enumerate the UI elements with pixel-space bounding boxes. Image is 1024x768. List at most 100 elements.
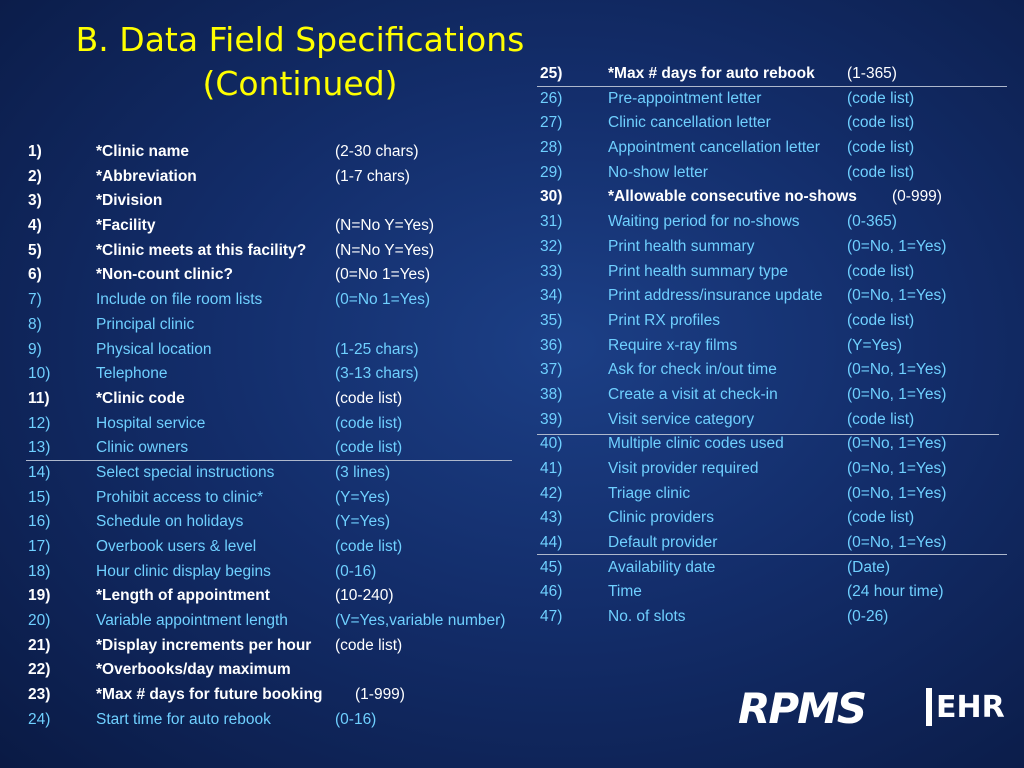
field-value: (code list) — [847, 311, 915, 329]
field-row: 44) Default provider (0=No, 1=Yes) — [540, 531, 1010, 556]
field-row: 2) *Abbreviation (1-7 chars) — [28, 165, 528, 190]
field-name: Select special instructions — [96, 463, 275, 481]
field-row: 10) Telephone (3-13 chars) — [28, 362, 528, 387]
field-number: 7) — [28, 291, 42, 309]
field-value: (3-13 chars) — [335, 365, 419, 383]
field-number: 28) — [540, 139, 563, 157]
field-value: (Y=Yes) — [335, 513, 390, 531]
field-number: 12) — [28, 414, 51, 432]
field-value: (0-999) — [892, 188, 942, 206]
field-value: (10-240) — [335, 587, 394, 605]
field-row: 13) Clinic owners (code list) — [28, 436, 528, 461]
title-line-2: (Continued) — [202, 64, 398, 103]
field-row: 12) Hospital service (code list) — [28, 412, 528, 437]
field-row: 16) Schedule on holidays (Y=Yes) — [28, 510, 528, 535]
right-divider-1 — [537, 86, 1007, 87]
field-row: 41) Visit provider required (0=No, 1=Yes) — [540, 457, 1010, 482]
field-name: Clinic providers — [608, 509, 714, 527]
field-name: *Length of appointment — [96, 587, 270, 605]
field-name: *Non-count clinic? — [96, 266, 233, 284]
field-value: (code list) — [847, 262, 915, 280]
field-row: 5) *Clinic meets at this facility? (N=No Y… — [28, 239, 528, 264]
field-row: 45) Availability date (Date) — [540, 556, 1010, 581]
field-row: 19) *Length of appointment (10-240) — [28, 584, 528, 609]
field-number: 38) — [540, 385, 563, 403]
field-row: 33) Print health summary type (code list) — [540, 260, 1010, 285]
field-number: 10) — [28, 365, 51, 383]
right-field-list: 25) *Max # days for auto rebook (1-365) 26)… — [540, 62, 1010, 630]
field-row: 4) *Facility (N=No Y=Yes) — [28, 214, 528, 239]
field-number: 32) — [540, 237, 563, 255]
logo-brand: RPMS — [738, 684, 867, 733]
left-divider — [26, 460, 512, 461]
field-value: (0-16) — [335, 710, 377, 728]
field-value: (code list) — [847, 509, 915, 527]
field-number: 8) — [28, 315, 42, 333]
field-number: 5) — [28, 241, 42, 259]
field-row: 29) No-show letter (code list) — [540, 161, 1010, 186]
field-row: 9) Physical location (1-25 chars) — [28, 338, 528, 363]
field-number: 29) — [540, 163, 563, 181]
field-value: (code list) — [847, 410, 915, 428]
field-row: 28) Appointment cancellation letter (code … — [540, 136, 1010, 161]
field-number: 4) — [28, 217, 42, 235]
title-line-1: B. Data Field Specifications — [75, 20, 525, 59]
field-name: *Display increments per hour — [96, 636, 312, 654]
field-number: 14) — [28, 463, 51, 481]
field-name: No-show letter — [608, 163, 708, 181]
field-number: 44) — [540, 534, 563, 552]
field-value: (Y=Yes) — [335, 488, 390, 506]
field-row: 38) Create a visit at check-in (0=No, 1=Ye… — [540, 383, 1010, 408]
field-value: (0=No, 1=Yes) — [847, 435, 947, 453]
field-value: (code list) — [847, 163, 915, 181]
field-row: 20) Variable appointment length (V=Yes,var… — [28, 609, 528, 634]
field-number: 27) — [540, 114, 563, 132]
field-number: 37) — [540, 361, 563, 379]
field-number: 24) — [28, 710, 51, 728]
field-row: 22) *Overbooks/day maximum — [28, 658, 528, 683]
field-name: Prohibit access to clinic* — [96, 488, 264, 506]
field-value: (1-999) — [355, 686, 405, 704]
field-name: *Clinic code — [96, 389, 185, 407]
field-number: 34) — [540, 287, 563, 305]
field-number: 16) — [28, 513, 51, 531]
field-value: (code list) — [335, 439, 403, 457]
field-value: (code list) — [847, 89, 915, 107]
field-name: Start time for auto rebook — [96, 710, 271, 728]
field-name: *Facility — [96, 217, 156, 235]
rpms-ehr-logo: RPMS EHR — [738, 684, 1005, 734]
right-divider-3 — [537, 554, 1007, 555]
field-number: 40) — [540, 435, 563, 453]
field-row: 27) Clinic cancellation letter (code list) — [540, 111, 1010, 136]
field-number: 11) — [28, 389, 50, 407]
field-value: (0=No, 1=Yes) — [847, 287, 947, 305]
field-name: Principal clinic — [96, 315, 195, 333]
field-name: Clinic owners — [96, 439, 189, 457]
logo-suffix: EHR — [936, 690, 1005, 725]
field-row: 37) Ask for check in/out time (0=No, 1=Yes… — [540, 358, 1010, 383]
field-value: (V=Yes,variable number) — [335, 612, 506, 630]
field-row: 1) *Clinic name (2-30 chars) — [28, 140, 528, 165]
field-name: Print address/insurance update — [608, 287, 823, 305]
field-row: 32) Print health summary (0=No, 1=Yes) — [540, 235, 1010, 260]
field-name: Print health summary — [608, 237, 755, 255]
field-number: 35) — [540, 311, 563, 329]
field-value: (0-365) — [847, 213, 897, 231]
field-row: 30) *Allowable consecutive no-shows (0-999… — [540, 185, 1010, 210]
field-name: Availability date — [608, 558, 716, 576]
field-value: (N=No Y=Yes) — [335, 217, 435, 235]
field-number: 6) — [28, 266, 42, 284]
field-value: (0-16) — [335, 562, 377, 580]
field-name: *Clinic name — [96, 143, 190, 160]
left-field-list: 1) *Clinic name (2-30 chars) 2) *Abbreviatio… — [28, 140, 528, 733]
field-row: 25) *Max # days for auto rebook (1-365) — [540, 62, 1010, 87]
field-name: Clinic cancellation letter — [608, 114, 771, 132]
field-name: Pre-appointment letter — [608, 89, 762, 107]
field-number: 42) — [540, 484, 563, 502]
field-number: 21) — [28, 636, 51, 654]
field-row: 35) Print RX profiles (code list) — [540, 309, 1010, 334]
field-value: (N=No Y=Yes) — [335, 241, 435, 259]
field-row: 46) Time (24 hour time) — [540, 580, 1010, 605]
field-value: (code list) — [335, 389, 403, 407]
field-value: (Y=Yes) — [847, 336, 902, 354]
